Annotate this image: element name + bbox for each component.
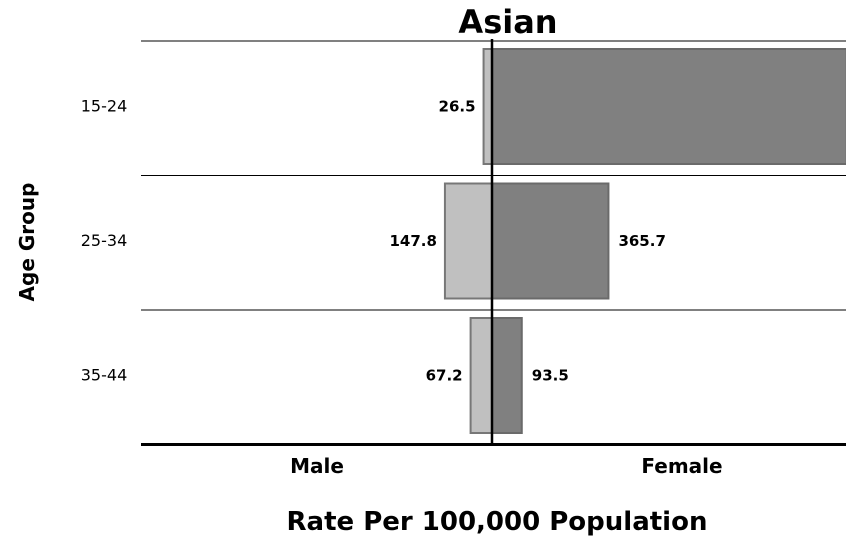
value-label-female: 365.7 (618, 232, 665, 250)
value-label-male: 26.5 (439, 98, 476, 116)
value-label-male: 147.8 (389, 232, 436, 250)
bar-female-15-24 (492, 49, 846, 164)
bar-female-25-34 (492, 184, 608, 299)
bar-male-15-24 (484, 49, 492, 164)
side-label-male: Male (290, 454, 344, 478)
bar-male-25-34 (445, 184, 492, 299)
category-label: 35-44 (81, 366, 128, 385)
plot-area: 15-24 26.5 25-34 147.8 365.7 35-44 67.2 93.5 (81, 39, 846, 445)
bar-female-35-44 (492, 318, 522, 433)
chart-title: Asian (458, 3, 557, 41)
value-label-female: 93.5 (532, 367, 569, 385)
category-label: 15-24 (81, 97, 128, 116)
y-axis-title: Age Group (15, 183, 39, 302)
x-axis-title: Rate Per 100,000 Population (287, 507, 708, 537)
value-label-male: 67.2 (426, 367, 463, 385)
bar-male-35-44 (471, 318, 492, 433)
side-label-female: Female (641, 454, 722, 478)
category-label: 25-34 (81, 231, 128, 250)
